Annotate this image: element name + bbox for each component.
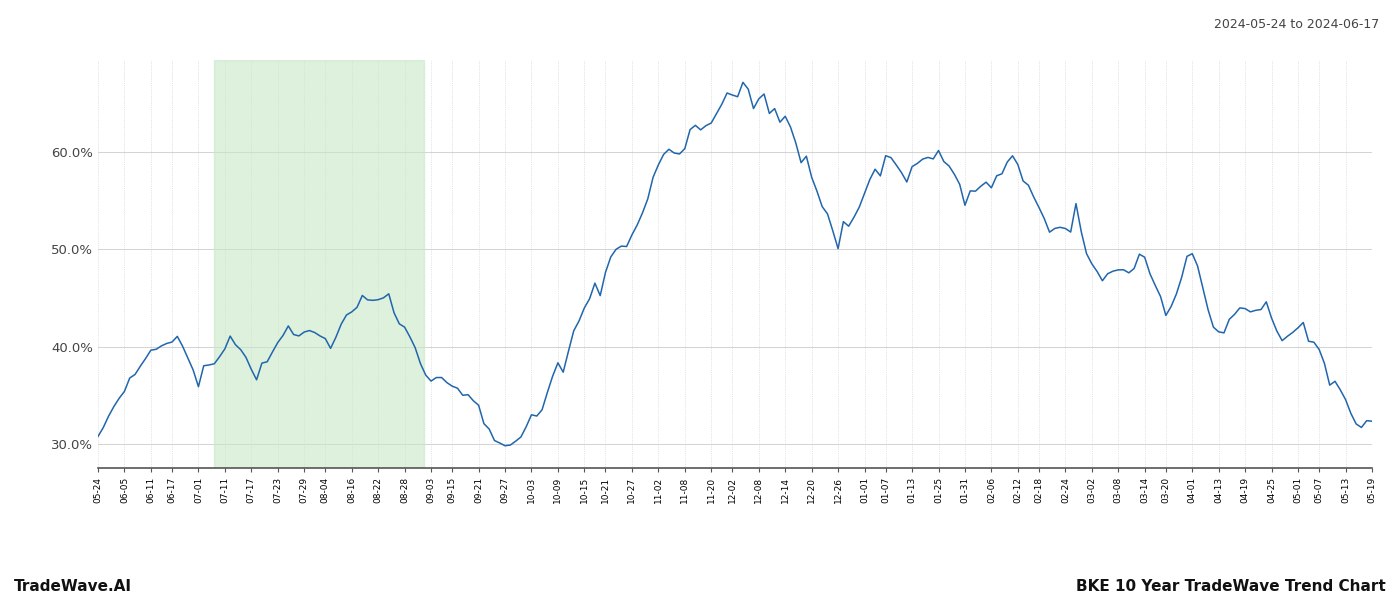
Text: 2024-05-24 to 2024-06-17: 2024-05-24 to 2024-06-17 <box>1214 18 1379 31</box>
Text: BKE 10 Year TradeWave Trend Chart: BKE 10 Year TradeWave Trend Chart <box>1077 579 1386 594</box>
Text: TradeWave.AI: TradeWave.AI <box>14 579 132 594</box>
Bar <box>214 60 424 468</box>
